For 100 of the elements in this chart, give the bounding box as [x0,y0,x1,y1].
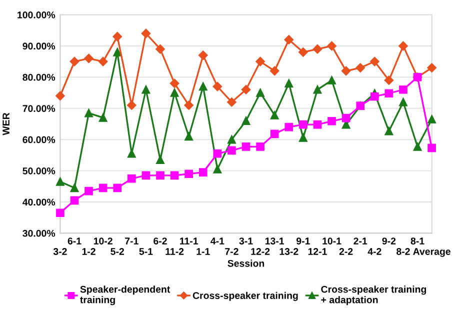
point [242,142,250,151]
point [384,89,394,98]
x-tick-label: 3-1 [239,238,253,244]
point [299,120,308,129]
point [227,97,236,107]
x-tick-label: 8-1 [410,238,424,244]
legend-label: Cross-speaker training + adaptation [321,286,426,306]
point [184,132,193,141]
point [198,50,208,60]
point [84,108,93,118]
x-axis-title: Session [228,260,264,267]
point [413,142,422,151]
point [98,114,108,122]
point [398,41,408,51]
point [298,48,308,57]
x-tick-label: 11-1 [180,238,198,244]
point [170,78,180,88]
point [284,79,294,88]
x-tick-label: 9-2 [382,238,396,244]
point [327,41,336,51]
point [284,122,294,132]
point [84,54,94,64]
point [213,165,222,174]
x-tick-label: 7-2 [225,248,238,255]
point [241,85,251,94]
x-tick-label: 9-1 [296,238,310,244]
x-tick-label: 1-2 [82,248,96,255]
point [299,134,308,142]
point [213,149,222,158]
point [98,56,108,66]
point [228,135,236,144]
x-tick-label: 11-2 [166,248,184,255]
point [270,66,280,76]
y-tick-label: 40.00% [22,198,56,206]
point [313,120,322,129]
point [156,44,165,54]
point [184,100,194,110]
x-tick-label: 12-1 [308,248,327,255]
point [284,35,294,44]
y-tick-label: 80.00% [22,74,56,81]
x-tick-label: 1-1 [196,248,210,255]
point [370,92,379,101]
point [256,88,264,97]
point [328,116,336,126]
point [242,116,250,125]
x-tick-label: 12-2 [251,248,270,255]
x-tick-label: 6-2 [154,238,167,244]
x-tick-label: 8-2 [396,248,410,255]
point [342,114,350,122]
point [312,44,322,54]
x-tick-label: 3-2 [53,248,67,255]
point [270,130,279,138]
point [112,32,122,42]
point [156,171,164,180]
x-tick-label: 4-1 [210,238,224,244]
point [141,28,151,38]
point [127,100,136,110]
point [256,142,264,151]
point [98,184,108,192]
point [198,168,208,176]
point [399,85,408,94]
y-tick-label: 60.00% [22,136,56,144]
x-tick-label: 6-1 [68,238,82,244]
point [170,88,179,97]
point [84,186,93,196]
point [170,171,179,180]
point [212,82,222,92]
point [256,56,265,66]
y-tick-label: 50.00% [22,167,56,174]
point [270,111,279,120]
y-tick-label: 30.00% [22,230,56,237]
point [328,76,336,84]
x-tick-label: 10-2 [94,238,112,244]
point [184,170,193,178]
point [142,171,150,180]
x-tick-label: 4-2 [368,248,382,255]
point [70,184,79,192]
point [113,48,122,56]
point [428,144,436,152]
x-tick-label: 13-2 [280,248,298,255]
x-tick-label: Average [413,248,450,257]
y-axis-title: WER [2,112,10,136]
x-tick-label: 13-1 [265,238,284,244]
point [56,91,65,100]
point [56,208,64,218]
point [70,56,80,66]
point [70,196,79,205]
point [427,63,436,72]
point [156,156,164,164]
point [142,85,150,94]
point [356,63,365,72]
x-tick-label: 7-1 [125,238,138,244]
point [56,178,64,186]
point [370,56,380,66]
point [313,85,322,94]
point [341,66,351,76]
point [399,98,408,106]
point [113,184,122,192]
point [428,115,436,124]
x-tick-label: 10-1 [322,238,342,244]
